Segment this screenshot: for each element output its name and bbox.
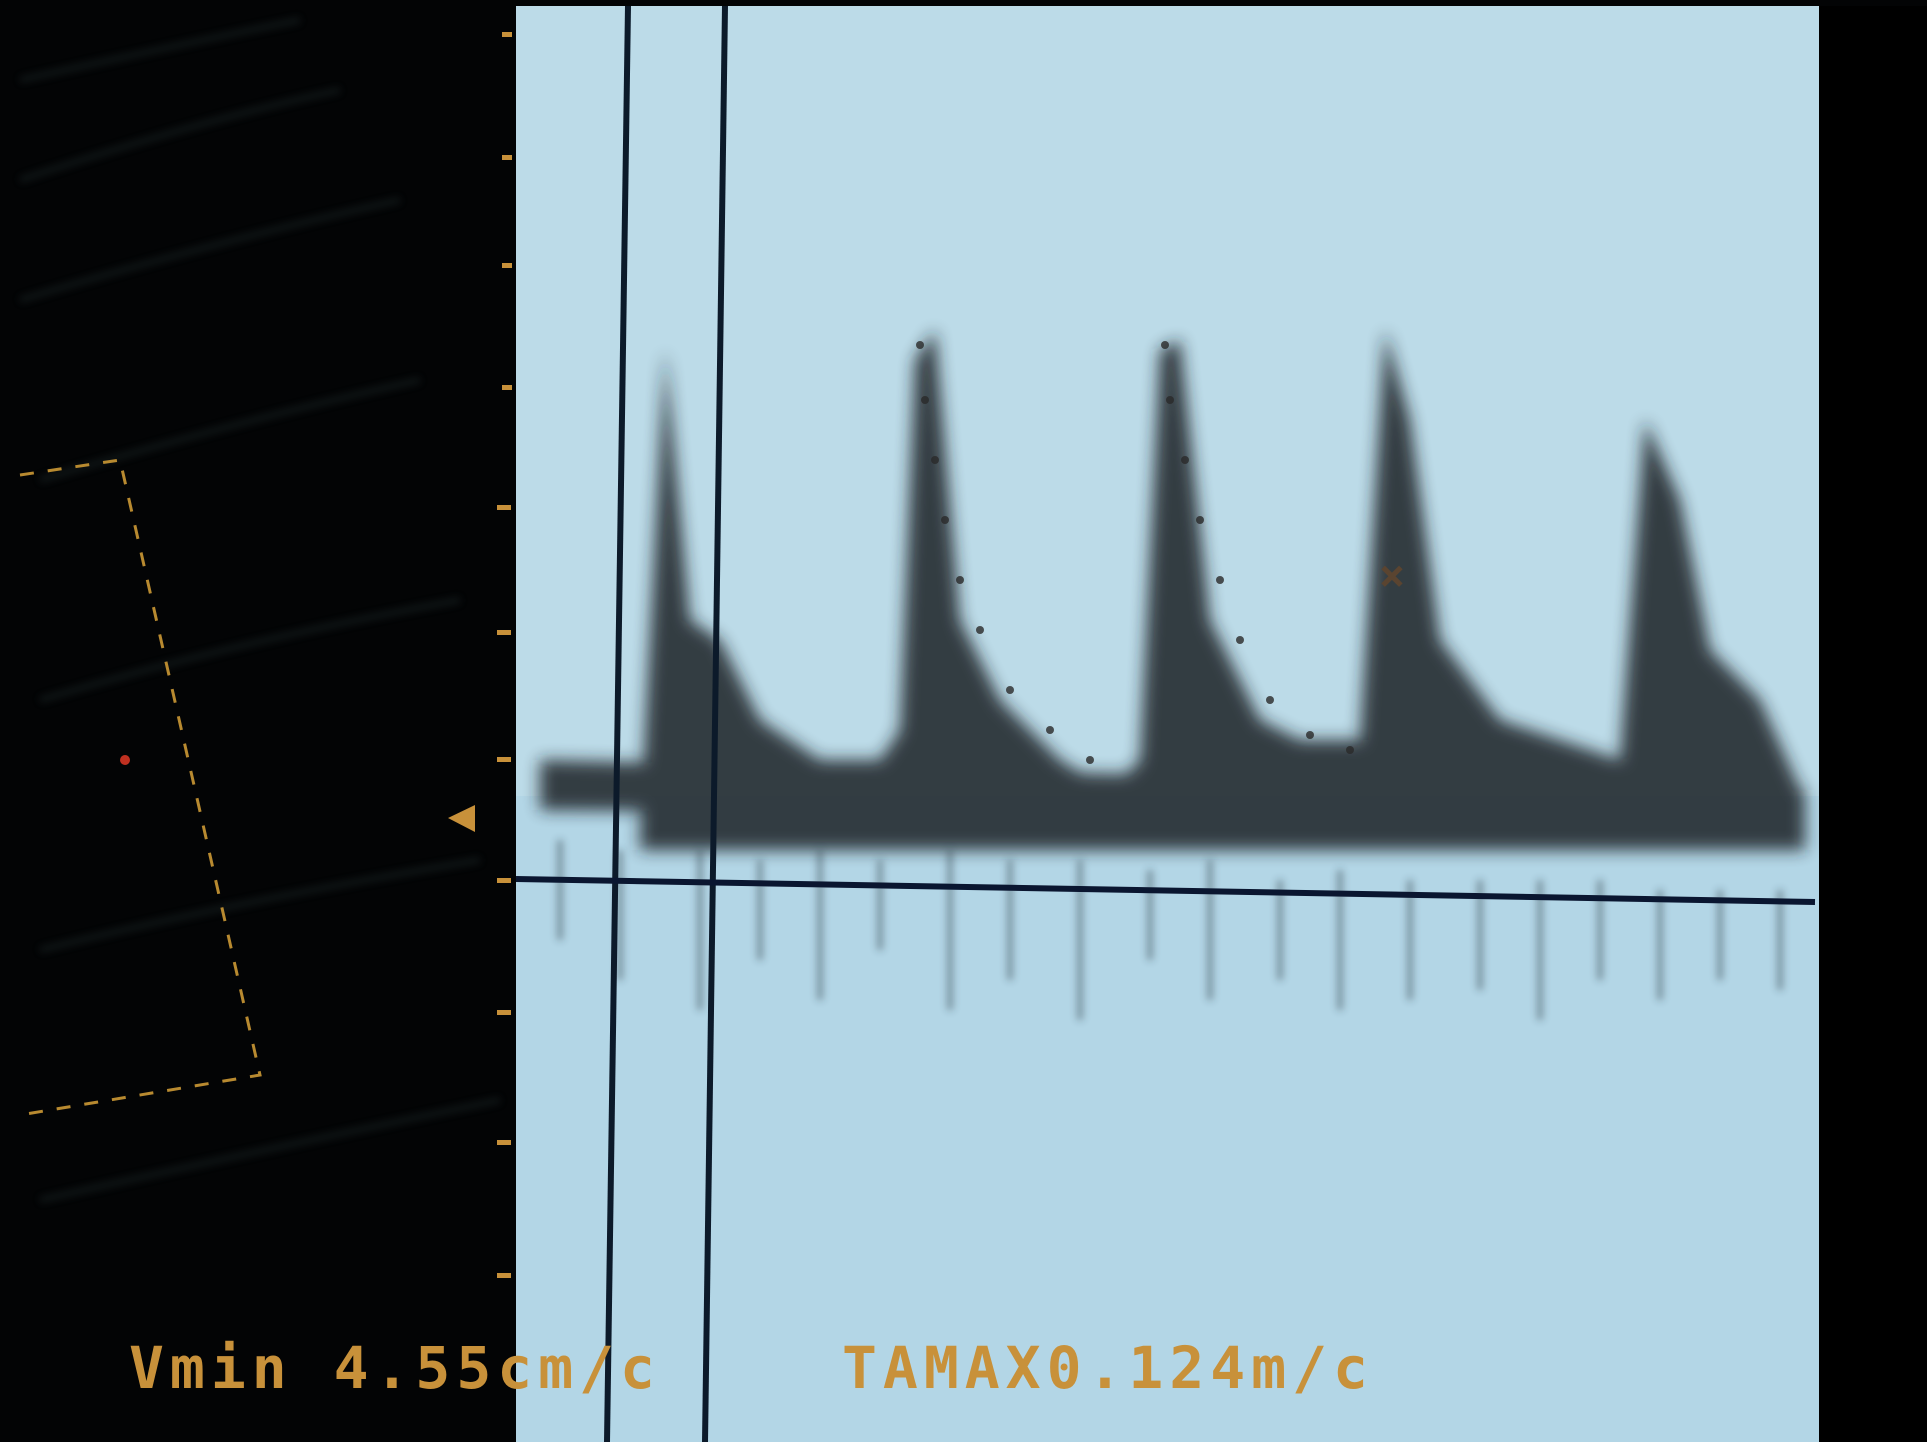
tamax-label: TAMAX0.124m/c: [842, 1334, 1374, 1402]
trace-dots: [916, 341, 1354, 764]
marker: [120, 755, 130, 765]
right-border: [1819, 6, 1927, 1442]
baseline: [515, 876, 1816, 905]
vmin-label: Vmin 4.55cm/c: [129, 1334, 661, 1402]
sample-gate: [19, 458, 262, 1117]
cursor-lines: [604, 5, 728, 1442]
depth-ticks: [497, 32, 512, 1278]
cursor-x: ×: [1379, 550, 1406, 601]
spectrum-noise: [557, 840, 1783, 1020]
baseline-arrow: [448, 805, 475, 832]
b-mode-texture: [19, 17, 501, 1203]
